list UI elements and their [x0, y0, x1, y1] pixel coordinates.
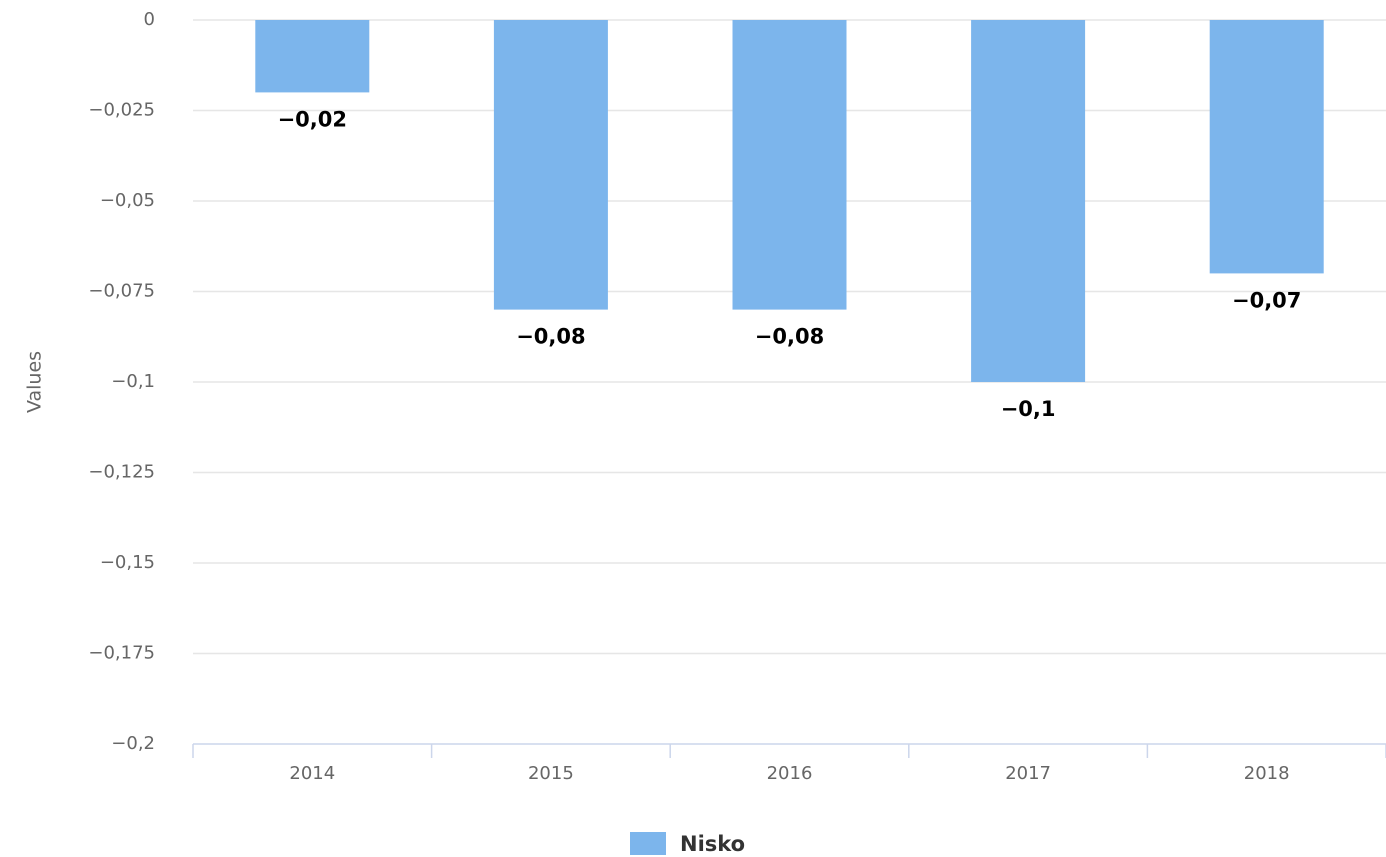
y-tick-label: −0,025	[88, 100, 155, 121]
bar	[1209, 20, 1324, 274]
data-label: −0,08	[516, 325, 585, 349]
bar	[493, 20, 608, 310]
x-tick-label: 2014	[289, 763, 335, 784]
data-label: −0,1	[1001, 397, 1056, 421]
y-tick-label: 0	[144, 9, 155, 30]
data-label: −0,02	[278, 107, 347, 131]
y-tick-label: −0,075	[88, 281, 155, 302]
x-tick-label: 2015	[528, 763, 574, 784]
y-tick-label: −0,2	[111, 733, 155, 754]
data-label: −0,07	[1232, 288, 1301, 312]
bar	[732, 20, 847, 310]
y-tick-label: −0,05	[100, 190, 155, 211]
bar	[255, 20, 370, 93]
x-tick-label: 2017	[1005, 763, 1051, 784]
y-tick-label: −0,125	[88, 462, 155, 483]
legend-label: Nisko	[680, 832, 745, 856]
y-tick-label: −0,175	[88, 643, 155, 664]
data-label: −0,08	[755, 325, 824, 349]
x-tick-label: 2018	[1244, 763, 1290, 784]
y-axis-title: Values	[24, 351, 46, 413]
bar	[971, 20, 1086, 382]
y-tick-label: −0,1	[111, 371, 155, 392]
y-tick-label: −0,15	[100, 552, 155, 573]
x-tick-label: 2016	[767, 763, 813, 784]
legend-swatch	[630, 832, 666, 855]
